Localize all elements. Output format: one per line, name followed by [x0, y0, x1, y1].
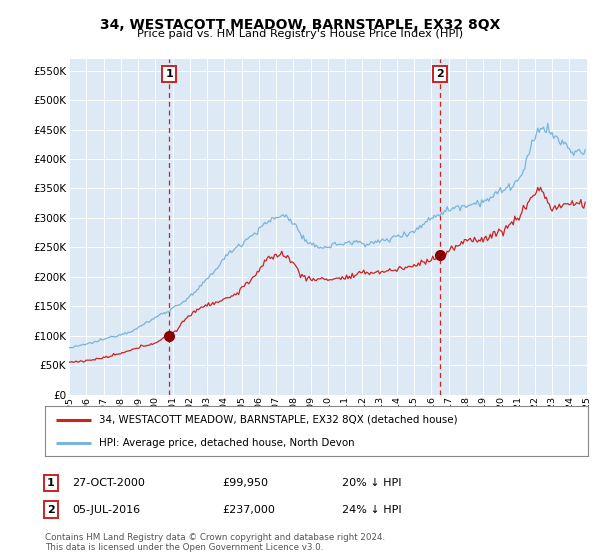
Text: 24% ↓ HPI: 24% ↓ HPI	[342, 505, 401, 515]
Text: £237,000: £237,000	[222, 505, 275, 515]
Text: 34, WESTACOTT MEADOW, BARNSTAPLE, EX32 8QX (detached house): 34, WESTACOTT MEADOW, BARNSTAPLE, EX32 8…	[100, 414, 458, 424]
Text: This data is licensed under the Open Government Licence v3.0.: This data is licensed under the Open Gov…	[45, 543, 323, 552]
Text: 2: 2	[436, 69, 444, 79]
Text: 1: 1	[166, 69, 173, 79]
Text: 27-OCT-2000: 27-OCT-2000	[72, 478, 145, 488]
Text: £99,950: £99,950	[222, 478, 268, 488]
Text: Price paid vs. HM Land Registry's House Price Index (HPI): Price paid vs. HM Land Registry's House …	[137, 29, 463, 39]
Text: Contains HM Land Registry data © Crown copyright and database right 2024.: Contains HM Land Registry data © Crown c…	[45, 533, 385, 542]
Text: 34, WESTACOTT MEADOW, BARNSTAPLE, EX32 8QX: 34, WESTACOTT MEADOW, BARNSTAPLE, EX32 8…	[100, 18, 500, 32]
Text: HPI: Average price, detached house, North Devon: HPI: Average price, detached house, Nort…	[100, 438, 355, 448]
Text: 20% ↓ HPI: 20% ↓ HPI	[342, 478, 401, 488]
Text: 1: 1	[47, 478, 55, 488]
Text: 05-JUL-2016: 05-JUL-2016	[72, 505, 140, 515]
Text: 2: 2	[47, 505, 55, 515]
